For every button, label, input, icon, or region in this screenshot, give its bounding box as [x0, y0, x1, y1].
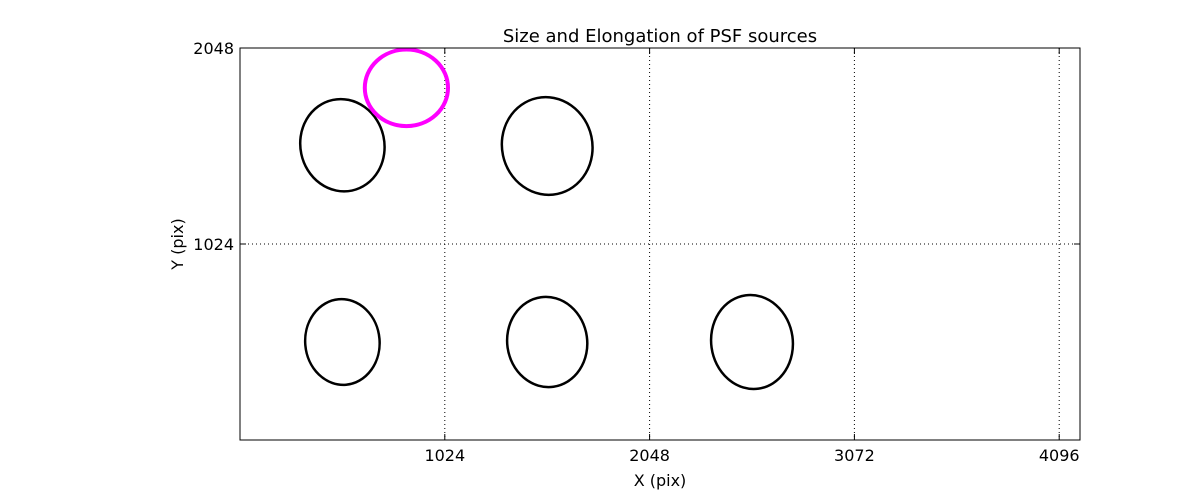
psf-markers	[298, 48, 795, 391]
psf-ellipse-0-1	[500, 95, 594, 197]
grid-layer	[240, 48, 1080, 440]
tick-layer: 1024 2048 3072 4096 1024 2048	[193, 39, 1080, 465]
psf-ellipse-1-0	[362, 48, 450, 129]
psf-ellipse-0-2	[303, 297, 381, 387]
y-tick-label: 1024	[193, 235, 234, 254]
psf-ellipse-0-3	[505, 295, 589, 389]
psf-ellipse-0-0	[298, 97, 386, 193]
y-axis-label: Y (pix)	[168, 218, 187, 270]
psf-ellipse-0-4	[709, 293, 795, 391]
x-tick-label: 3072	[834, 446, 875, 465]
x-tick-label: 2048	[629, 446, 670, 465]
x-tick-label: 4096	[1039, 446, 1080, 465]
x-tick-label: 1024	[424, 446, 465, 465]
y-tick-label: 2048	[193, 39, 234, 58]
x-axis-label: X (pix)	[634, 471, 687, 490]
chart-title: Size and Elongation of PSF sources	[503, 26, 817, 47]
